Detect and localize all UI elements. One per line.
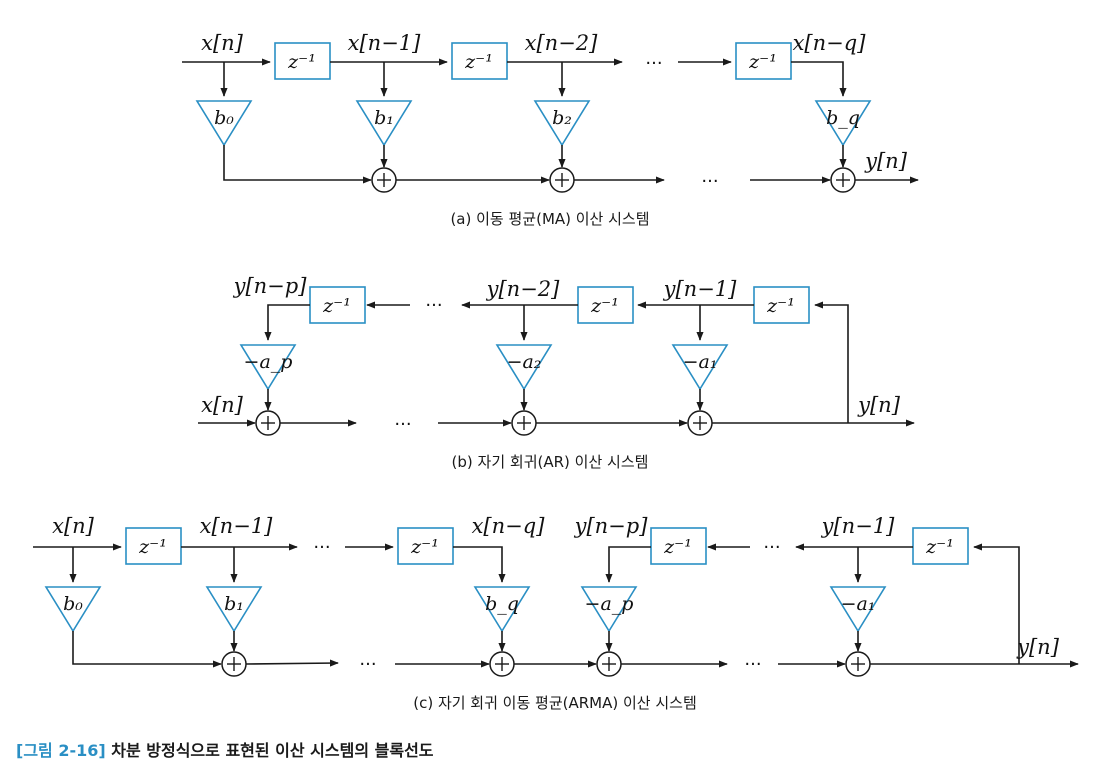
ma-delay-2 [451,42,508,80]
ar-label-y-n-2: y[n−2] [486,277,561,301]
ma-label-x-n-1: x[n−1] [348,31,422,55]
ma-label-x-n-2: x[n−2] [525,31,599,55]
ma-sum-q [830,167,856,193]
arma-ellipsis-y: ··· [763,537,780,558]
arma-label-y-n-p: y[n−p] [574,514,649,538]
arma-b0-wire [72,631,222,668]
arma-sum-wire-1 [245,659,339,667]
ma-delay-q [735,42,792,80]
arma-ellipsis-x: ··· [313,537,330,558]
arma-caption: (c) 자기 회귀 이동 평균(ARMA) 이산 시스템 [413,694,697,712]
arma-feedback-wire [973,543,1020,664]
ma-b0-wire [223,145,372,184]
ar-gain-ap-label: −a_p [244,351,293,373]
ma-gain-bq [814,100,872,147]
ma-caption: (a) 이동 평균(MA) 이산 시스템 [450,210,649,228]
ar-diagram: x[n] ··· y[n] z⁻¹ y[n−1] z⁻¹ y[n−2] ··· [198,274,915,471]
ar-label-y-n-p: y[n−p] [233,274,308,298]
arma-tap-wire-q [453,546,506,583]
arma-sum-a1 [845,651,871,677]
arma-sum-ap [596,651,622,677]
arma-label-y-n-1: y[n−1] [821,514,896,538]
ma-label-x-n: x[n] [201,31,244,55]
ar-delay-2-label: z⁻¹ [590,295,619,317]
ar-gain-ap [239,344,297,391]
ma-gain-b0 [195,100,253,147]
arma-gain-ap [580,586,638,633]
figure-number: [그림 2-16] [16,741,106,760]
ar-delay-1-label: z⁻¹ [766,295,795,317]
ma-gain-b2-label: b₂ [552,107,572,129]
ar-gain-a1 [671,344,729,391]
arma-tap-wire-ap [605,546,651,583]
ar-ellipsis-bottom: ··· [394,414,411,435]
ar-sum-p [255,410,281,436]
ar-sum-1 [687,410,713,436]
ar-tap-wire-p [264,304,310,341]
ma-delay-2-label: z⁻¹ [464,51,493,73]
ar-caption: (b) 자기 회귀(AR) 이산 시스템 [452,453,649,471]
ma-gain-b0-label: b₀ [214,107,234,129]
ar-label-y-n-1: y[n−1] [663,277,738,301]
ar-delay-p-label: z⁻¹ [322,295,351,317]
ma-diagram: z⁻¹ z⁻¹ ··· z⁻¹ x[n] x[n−1] x[n−2] x[n−q… [182,31,919,228]
arma-delay-y1 [912,527,969,565]
arma-diagram: x[n] z⁻¹ x[n−1] ··· z⁻¹ x[n−q] z⁻¹ y[n−1… [33,514,1079,712]
arma-delay-x1 [125,527,182,565]
arma-delay-xq-label: z⁻¹ [410,536,439,558]
ma-gain-b2 [533,100,591,147]
figure-caption: [그림 2-16] 차분 방정식으로 표현된 이산 시스템의 블록선도 [16,737,434,761]
arma-delay-x1-label: z⁻¹ [138,536,167,558]
ma-gain-b1 [355,100,413,147]
arma-gain-bq [473,586,531,633]
arma-gain-b1-label: b₁ [224,593,244,615]
ar-sum-2 [511,410,537,436]
arma-gain-b1 [205,586,263,633]
arma-gain-a1-label: −a₁ [841,593,876,615]
ma-label-x-n-q: x[n−q] [793,31,867,55]
ar-label-y-n: y[n] [857,393,901,417]
ar-gain-a2-label: −a₂ [507,351,542,373]
ma-delay-1-label: z⁻¹ [287,51,316,73]
arma-gain-b0 [44,586,102,633]
ma-delay-1 [274,42,331,80]
figure-title: 차분 방정식으로 표현된 이산 시스템의 블록선도 [111,741,434,760]
ma-tap-wire-q [791,61,847,97]
ma-delay-q-label: z⁻¹ [748,51,777,73]
arma-gain-b0-label: b₀ [63,593,83,615]
arma-gain-ap-label: −a_p [585,593,634,615]
ma-ellipsis-bottom: ··· [701,171,718,192]
ar-gain-a1-label: −a₁ [683,351,718,373]
ma-label-y-n: y[n] [864,149,908,173]
arma-gain-a1 [829,586,887,633]
ma-gain-bq-label: b_q [826,107,860,129]
ma-sum-1 [371,167,397,193]
arma-delay-yp [650,527,707,565]
arma-label-x-n: x[n] [52,514,95,538]
ar-label-x-n: x[n] [201,393,244,417]
arma-label-y-n: y[n] [1016,635,1060,659]
arma-delay-yp-label: z⁻¹ [663,536,692,558]
ma-sum-2 [549,167,575,193]
ar-feedback-wire [814,301,849,423]
arma-label-x-n-q: x[n−q] [472,514,546,538]
arma-delay-xq [397,527,454,565]
arma-gain-bq-label: b_q [485,593,519,615]
arma-label-x-n-1: x[n−1] [200,514,274,538]
arma-ellipsis-bottom-2: ··· [744,654,761,675]
arma-sum-bq [489,651,515,677]
arma-ellipsis-bottom-1: ··· [359,654,376,675]
ma-gain-b1-label: b₁ [374,107,394,129]
arma-delay-y1-label: z⁻¹ [925,536,954,558]
ar-delay-p [309,286,366,324]
arma-sum-b1 [221,651,247,677]
ar-delay-2 [577,286,634,324]
ar-ellipsis-top: ··· [425,295,442,316]
ma-ellipsis-top: ··· [645,53,662,74]
ar-gain-a2 [495,344,553,391]
